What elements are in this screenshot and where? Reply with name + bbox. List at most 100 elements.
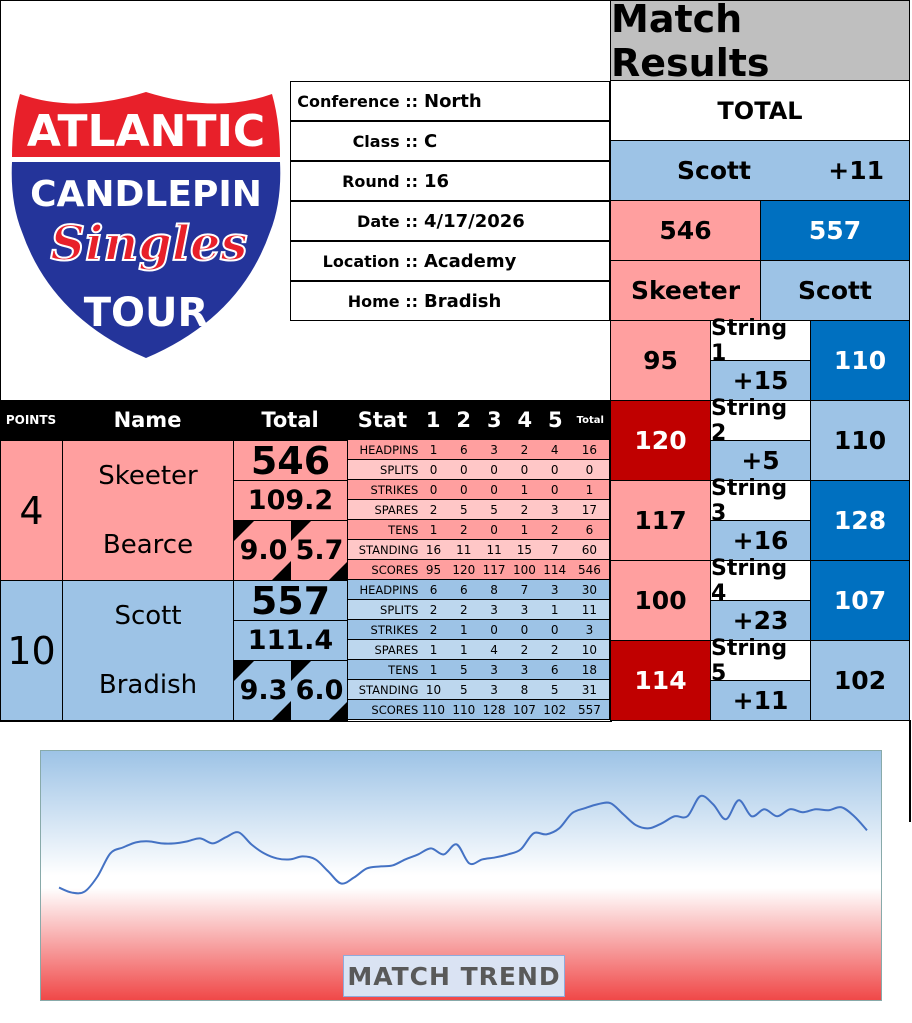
stat-value: 0 xyxy=(520,462,529,477)
stat-value: 10 xyxy=(425,682,442,697)
stat-value: 4 xyxy=(490,642,498,657)
stat-value: 1 xyxy=(520,522,529,537)
svg-text:ATLANTIC: ATLANTIC xyxy=(27,106,265,157)
team-names: Skeeter Bearce xyxy=(62,440,234,581)
info-row: Round :: 16 xyxy=(290,161,610,201)
team-average: 109.2 xyxy=(233,480,348,521)
stat-label: SPARES xyxy=(374,502,419,517)
trend-line xyxy=(58,794,868,895)
stat-value: 7 xyxy=(520,582,529,597)
tour-logo: ATLANTIC CANDLEPIN Singles TOUR xyxy=(4,82,288,368)
stat-row: TENS 1 2 0 1 2 6 xyxy=(347,520,610,540)
stat-value: 128 xyxy=(482,702,506,717)
info-label: Home :: xyxy=(347,291,418,311)
stat-row: SCORES 110 110 128 107 102 557 xyxy=(347,700,610,720)
stat-value: 2 xyxy=(429,502,438,517)
stat-value: 107 xyxy=(512,702,536,717)
stat-value: 1 xyxy=(585,482,594,497)
header-name: Name xyxy=(62,400,233,440)
stat-row: SPARES 2 5 5 2 3 17 xyxy=(347,500,610,520)
stat-value: 102 xyxy=(543,702,567,717)
stat-value: 5 xyxy=(460,662,468,677)
team-total: 557 xyxy=(233,579,348,623)
string-away-score: 110 xyxy=(810,320,910,401)
stat-value: 0 xyxy=(460,482,468,497)
stat-value: 8 xyxy=(490,582,498,597)
stat-value: 557 xyxy=(577,702,601,717)
stat-value: 0 xyxy=(429,482,438,497)
info-value: 16 xyxy=(424,170,450,192)
player-name: Skeeter xyxy=(98,460,198,491)
stat-value: 6 xyxy=(429,582,438,597)
svg-text:TOUR: TOUR xyxy=(84,290,209,336)
home-total: 546 xyxy=(610,200,761,261)
stat-value: 3 xyxy=(520,602,529,617)
total-label: TOTAL xyxy=(610,80,910,141)
string-away-score: 107 xyxy=(810,560,910,641)
stat-value: 0 xyxy=(550,462,559,477)
stat-row: SCORES 95 120 117 100 114 546 xyxy=(347,560,610,580)
stat-label: SPLITS xyxy=(380,462,419,477)
info-row: Home :: Bradish xyxy=(290,281,610,321)
team-stat-b: 5.7 xyxy=(295,535,344,566)
string-away-score: 128 xyxy=(810,480,910,561)
stat-row: SPLITS 2 2 3 3 1 11 xyxy=(347,600,610,620)
stat-value: 1 xyxy=(429,662,438,677)
info-value: C xyxy=(424,130,438,152)
stat-label: HEADPINS xyxy=(359,582,419,597)
stat-label: SCORES xyxy=(371,702,419,717)
string-diff: +15 xyxy=(710,360,811,401)
info-row: Conference :: North xyxy=(290,81,610,121)
team-points: 4 xyxy=(0,440,63,581)
string-diff: +23 xyxy=(710,600,811,641)
info-value: North xyxy=(424,90,482,112)
team-stat-a: 9.0 xyxy=(239,535,288,566)
svg-text:Singles: Singles xyxy=(50,216,247,272)
stat-label: TENS xyxy=(388,522,419,537)
stat-value: 6 xyxy=(460,442,468,457)
stat-value: 117 xyxy=(482,562,506,577)
team-points: 10 xyxy=(0,580,63,721)
stat-label: SCORES xyxy=(371,562,419,577)
stat-label: SPARES xyxy=(374,642,419,657)
stat-value: 11 xyxy=(486,542,502,557)
info-value: 4/17/2026 xyxy=(424,210,525,232)
stat-value: 4 xyxy=(550,442,559,457)
stat-value: 100 xyxy=(512,562,536,577)
stat-value: 7 xyxy=(550,542,559,557)
info-value: Academy xyxy=(424,250,517,272)
string-home-score: 114 xyxy=(610,640,711,721)
stat-value: 110 xyxy=(422,702,445,717)
string-label: String 4 xyxy=(710,556,811,606)
stat-label: STRIKES xyxy=(370,622,419,637)
stat-value: 2 xyxy=(520,642,529,657)
stat-value: 1 xyxy=(460,642,468,657)
stat-value: 17 xyxy=(581,502,598,517)
stat-value: 3 xyxy=(520,662,529,677)
header-total: Total xyxy=(233,400,347,440)
stat-value: 15 xyxy=(516,542,533,557)
stat-value: 5 xyxy=(490,502,498,517)
stat-value: 1 xyxy=(429,522,438,537)
stat-value: 18 xyxy=(581,662,598,677)
player-name: Scott xyxy=(114,600,182,631)
info-value: Bradish xyxy=(424,290,502,312)
stat-label: STRIKES xyxy=(370,482,419,497)
info-label: Round :: xyxy=(342,171,418,191)
stat-value: 0 xyxy=(490,462,498,477)
stat-value: 6 xyxy=(550,662,559,677)
stat-value: 0 xyxy=(490,522,498,537)
stat-value: 2 xyxy=(460,522,468,537)
string-label: String 5 xyxy=(710,636,811,686)
stat-label: SPLITS xyxy=(380,602,419,617)
team-total: 546 xyxy=(233,439,348,483)
stat-value: 2 xyxy=(429,622,438,637)
stat-value: 0 xyxy=(585,462,594,477)
stat-value: 110 xyxy=(452,702,476,717)
home-lane-name: Bearce xyxy=(102,530,194,561)
string-label: String 2 xyxy=(710,396,811,446)
stat-value: 3 xyxy=(490,442,498,457)
home-name: Skeeter xyxy=(610,260,761,321)
stat-row: SPARES 1 1 4 2 2 10 xyxy=(347,640,610,660)
stat-value: 3 xyxy=(585,622,594,637)
